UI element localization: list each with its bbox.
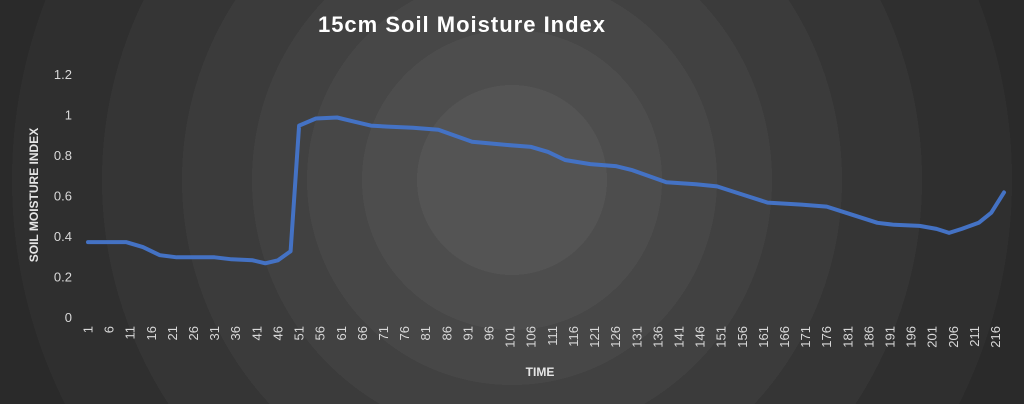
x-tick-label: 171: [798, 326, 813, 348]
x-tick-label: 21: [165, 326, 180, 340]
x-tick-label: 26: [186, 326, 201, 340]
x-axis-title: TIME: [526, 365, 555, 379]
x-tick-label: 211: [967, 326, 982, 347]
series-line: [86, 115, 1006, 266]
chart-title: 15cm Soil Moisture Index: [318, 12, 606, 37]
x-tick-label: 46: [270, 326, 285, 340]
x-tick-label: 41: [249, 326, 264, 340]
x-tick-label: 191: [883, 326, 898, 348]
x-tick-label: 61: [334, 326, 349, 340]
x-tick-label: 76: [397, 326, 412, 340]
x-tick-label: 201: [925, 326, 940, 348]
x-tick-label: 111: [545, 326, 560, 346]
x-tick-label: 121: [587, 326, 602, 348]
x-tick-label: 176: [819, 326, 834, 348]
x-tick-label: 146: [693, 326, 708, 348]
x-tick-label: 141: [671, 326, 686, 348]
x-tick-label: 71: [376, 326, 391, 340]
x-tick-label: 16: [144, 326, 159, 340]
x-tick-label: 116: [566, 326, 581, 347]
y-axis-ticks: 0 0.2 0.4 0.6 0.8 1 1.2: [54, 67, 72, 325]
x-tick-label: 56: [313, 326, 328, 340]
y-tick-label: 0.2: [54, 270, 72, 285]
x-tick-label: 106: [524, 326, 539, 348]
x-axis-ticks: 1 6 11 16 21 26 31 36 41 46 51 56 61 66 71 76 81 86 91 96 10…: [81, 326, 1004, 348]
x-tick-label: 216: [988, 326, 1003, 348]
x-tick-label: 151: [714, 326, 729, 348]
x-tick-label: 91: [460, 326, 475, 340]
y-tick-label: 1: [65, 108, 72, 123]
x-tick-label: 166: [777, 326, 792, 348]
x-tick-label: 131: [629, 326, 644, 348]
y-tick-label: 0.6: [54, 189, 72, 204]
x-tick-label: 81: [418, 326, 433, 340]
x-tick-label: 66: [355, 326, 370, 340]
x-tick-label: 181: [840, 326, 855, 348]
x-tick-label: 101: [503, 326, 518, 348]
x-tick-label: 51: [292, 326, 307, 340]
y-tick-label: 0.8: [54, 148, 72, 163]
y-tick-label: 1.2: [54, 67, 72, 82]
x-tick-label: 11: [123, 326, 138, 340]
x-tick-label: 36: [228, 326, 243, 340]
x-tick-label: 186: [861, 326, 876, 348]
x-tick-label: 156: [735, 326, 750, 348]
series-group: [86, 115, 1006, 266]
y-tick-label: 0.4: [54, 229, 72, 244]
x-tick-label: 6: [102, 326, 117, 333]
x-tick-label: 86: [439, 326, 454, 340]
x-tick-label: 96: [482, 326, 497, 340]
x-tick-label: 1: [81, 326, 96, 333]
x-tick-label: 206: [946, 326, 961, 348]
y-axis-title: SOIL MOISTURE INDEX: [27, 128, 41, 262]
x-tick-label: 136: [650, 326, 665, 348]
x-tick-label: 31: [207, 326, 222, 340]
y-tick-label: 0: [65, 310, 72, 325]
x-tick-label: 196: [904, 326, 919, 348]
x-tick-label: 126: [608, 326, 623, 348]
x-tick-label: 161: [756, 326, 771, 348]
